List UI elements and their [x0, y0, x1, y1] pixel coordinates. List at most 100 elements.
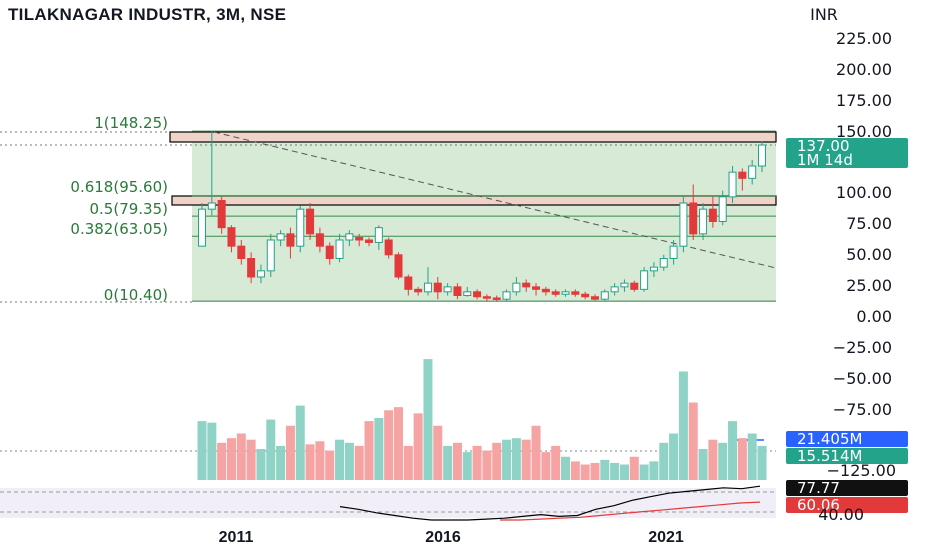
candle[interactable]	[708, 196, 717, 228]
candle[interactable]	[237, 240, 246, 265]
volume-bar[interactable]	[629, 456, 639, 480]
volume-bar[interactable]	[364, 421, 374, 480]
volume-bar[interactable]	[256, 449, 266, 480]
candle[interactable]	[492, 295, 501, 302]
y-axis[interactable]: 225.00 200.00 175.00 150.00 100.00 75.00…	[827, 29, 896, 480]
candle[interactable]	[404, 274, 413, 296]
volume-bar[interactable]	[433, 425, 443, 480]
candle[interactable]	[728, 166, 737, 203]
candle[interactable]	[502, 289, 511, 302]
volume-bar[interactable]	[728, 421, 738, 480]
candle[interactable]	[414, 286, 423, 296]
osc-line-black[interactable]	[339, 485, 761, 521]
candle[interactable]	[325, 242, 334, 265]
candle[interactable]	[266, 233, 275, 277]
volume-bar[interactable]	[718, 442, 728, 480]
candle[interactable]	[532, 283, 541, 296]
volume-bar[interactable]	[344, 442, 354, 480]
volume-bar[interactable]	[600, 459, 610, 480]
volume-bar[interactable]	[541, 452, 551, 480]
volume-bar[interactable]	[354, 445, 364, 480]
candle[interactable]	[610, 283, 619, 296]
volume-bar[interactable]	[403, 445, 413, 480]
candle[interactable]	[365, 237, 374, 247]
candle[interactable]	[394, 252, 403, 280]
candle[interactable]	[482, 294, 491, 302]
volume-bar[interactable]	[698, 449, 708, 480]
volume-bar[interactable]	[393, 407, 403, 480]
resistance-box-top[interactable]	[169, 131, 777, 143]
volume-bar[interactable]	[246, 439, 256, 480]
candle[interactable]	[699, 203, 708, 240]
candle[interactable]	[384, 237, 393, 259]
volume-bar[interactable]	[472, 445, 482, 480]
candle[interactable]	[689, 184, 698, 241]
volume-bar[interactable]	[551, 445, 561, 480]
candle[interactable]	[453, 283, 462, 300]
candle[interactable]	[296, 205, 305, 253]
candle[interactable]	[374, 225, 383, 250]
candle[interactable]	[198, 203, 206, 247]
volume-bar[interactable]	[757, 445, 767, 480]
candle[interactable]	[247, 252, 256, 284]
candle[interactable]	[306, 203, 315, 240]
volume-bar[interactable]	[335, 439, 345, 480]
candle[interactable]	[541, 286, 550, 296]
candle[interactable]	[590, 294, 599, 301]
volume-bar[interactable]	[295, 405, 305, 480]
volume-bar[interactable]	[747, 433, 757, 481]
candle[interactable]	[443, 283, 452, 296]
volume-bar[interactable]	[619, 464, 629, 481]
volume-bar[interactable]	[443, 445, 453, 480]
candle[interactable]	[433, 277, 442, 300]
candle[interactable]	[581, 291, 590, 300]
volume-bar[interactable]	[511, 438, 521, 480]
candle[interactable]	[718, 190, 727, 226]
volume-bar[interactable]	[688, 402, 698, 481]
candle[interactable]	[423, 267, 432, 296]
volume-bar[interactable]	[590, 462, 600, 480]
volume-bar[interactable]	[276, 445, 286, 480]
volume-bar[interactable]	[737, 438, 747, 480]
candle[interactable]	[738, 168, 747, 191]
candle[interactable]	[463, 286, 472, 297]
candle[interactable]	[355, 233, 364, 247]
osc-line-red[interactable]	[500, 501, 761, 521]
candle[interactable]	[669, 240, 678, 265]
candle[interactable]	[649, 262, 658, 277]
volume-bar[interactable]	[649, 461, 659, 480]
osc-tag-black[interactable]	[786, 480, 908, 496]
candle[interactable]	[276, 230, 285, 247]
volume-bar[interactable]	[570, 461, 580, 480]
candle[interactable]	[571, 289, 580, 297]
volume-bar[interactable]	[502, 439, 512, 480]
volume-bar[interactable]	[610, 462, 620, 480]
candle[interactable]	[473, 289, 482, 300]
candle[interactable]	[227, 225, 236, 253]
volume-bar[interactable]	[462, 452, 472, 480]
candle[interactable]	[679, 196, 688, 253]
volume-tag[interactable]	[786, 448, 908, 464]
candle[interactable]	[217, 196, 226, 234]
volume-bar[interactable]	[482, 450, 492, 480]
volume-bar[interactable]	[305, 444, 315, 480]
candle[interactable]	[748, 159, 757, 185]
candle[interactable]	[551, 289, 560, 297]
volume-bar[interactable]	[669, 433, 679, 481]
volume-bar[interactable]	[384, 410, 394, 480]
volume-bar[interactable]	[226, 438, 236, 480]
volume-bar[interactable]	[207, 422, 217, 480]
volume-bar[interactable]	[413, 413, 423, 480]
candle[interactable]	[315, 227, 324, 253]
volume-bar[interactable]	[521, 439, 531, 480]
volume-ma-tag[interactable]	[786, 431, 908, 447]
candle[interactable]	[600, 289, 609, 302]
volume-bar[interactable]	[266, 419, 276, 480]
volume-bar[interactable]	[423, 359, 433, 480]
candle[interactable]	[207, 131, 216, 216]
volume-bar[interactable]	[708, 439, 718, 480]
volume-bar[interactable]	[217, 442, 227, 480]
volume-bar[interactable]	[492, 442, 502, 480]
candle[interactable]	[522, 279, 531, 292]
volume-bar[interactable]	[580, 464, 590, 481]
